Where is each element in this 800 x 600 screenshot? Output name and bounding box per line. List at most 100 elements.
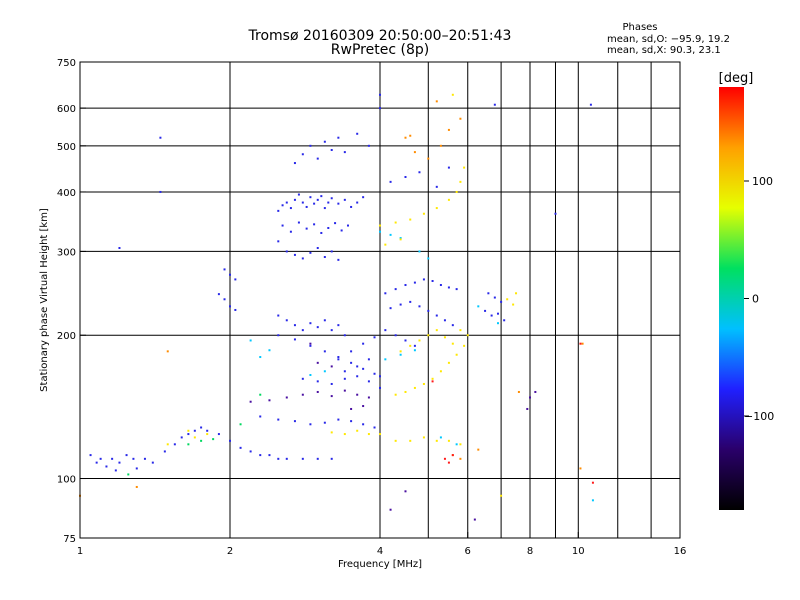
- data-point: [409, 439, 412, 442]
- data-point: [125, 454, 128, 457]
- data-point: [277, 457, 280, 460]
- data-point: [496, 312, 499, 315]
- data-point: [229, 273, 231, 276]
- data-point: [466, 334, 469, 337]
- data-point: [193, 436, 196, 439]
- data-point: [356, 375, 359, 378]
- data-point: [173, 443, 176, 446]
- y-tick-label: 75: [63, 534, 76, 545]
- data-point: [443, 319, 446, 322]
- y-tick-label: 300: [57, 247, 76, 258]
- data-point: [493, 296, 496, 299]
- data-point: [579, 342, 582, 345]
- data-point: [187, 429, 190, 432]
- data-point: [435, 329, 438, 332]
- data-point: [346, 224, 349, 227]
- data-point: [399, 353, 402, 356]
- data-point: [487, 292, 490, 295]
- data-point: [554, 212, 557, 215]
- x-tick-label: 1: [77, 546, 83, 557]
- data-point: [285, 250, 288, 253]
- data-point: [249, 450, 252, 453]
- data-point: [337, 356, 340, 359]
- data-point: [404, 284, 407, 287]
- data-point: [313, 223, 316, 226]
- data-point: [268, 454, 271, 457]
- data-point: [289, 207, 292, 210]
- data-point: [447, 361, 450, 364]
- data-point: [394, 288, 397, 291]
- data-point: [431, 377, 434, 380]
- data-point: [323, 350, 326, 353]
- data-point: [239, 423, 242, 426]
- data-point: [223, 298, 226, 301]
- data-point: [529, 396, 531, 399]
- data-point: [362, 367, 365, 370]
- data-point: [223, 268, 226, 271]
- data-point: [591, 499, 594, 502]
- data-point: [418, 250, 421, 253]
- data-point: [435, 314, 438, 317]
- data-point: [234, 308, 237, 311]
- data-point: [127, 473, 130, 476]
- data-point: [343, 198, 346, 201]
- data-point: [159, 190, 162, 193]
- data-point: [330, 395, 333, 398]
- data-point: [451, 324, 454, 327]
- data-point: [389, 180, 392, 183]
- data-point: [309, 374, 312, 377]
- data-point: [451, 93, 454, 96]
- data-point: [323, 207, 326, 210]
- phases-o-stats: mean, sd,O: −95.9, 19.2: [607, 34, 730, 45]
- data-point: [343, 433, 346, 436]
- data-point: [343, 151, 346, 154]
- data-point: [343, 334, 346, 337]
- data-point: [356, 201, 359, 204]
- data-point: [413, 386, 416, 389]
- x-tick-label: 16: [674, 546, 687, 557]
- data-point: [493, 103, 496, 106]
- data-point: [422, 436, 425, 439]
- data-point: [337, 358, 340, 361]
- data-point: [589, 103, 592, 106]
- data-point: [309, 423, 312, 426]
- data-point: [301, 377, 304, 380]
- y-tick-label: 750: [57, 58, 76, 69]
- data-point: [309, 144, 312, 147]
- data-point: [301, 201, 304, 204]
- data-point: [435, 207, 438, 210]
- data-point: [394, 393, 397, 396]
- data-point: [285, 201, 288, 204]
- data-point: [193, 429, 196, 432]
- data-point: [356, 132, 359, 135]
- data-point: [362, 405, 365, 408]
- data-point: [330, 148, 333, 151]
- data-point: [439, 144, 442, 147]
- data-point: [534, 390, 537, 393]
- data-point: [435, 439, 438, 442]
- data-point: [367, 396, 370, 399]
- data-point: [431, 280, 434, 283]
- data-point: [135, 485, 138, 488]
- data-point: [249, 339, 252, 342]
- data-point: [206, 429, 209, 432]
- data-point: [301, 457, 304, 460]
- data-point: [316, 457, 319, 460]
- data-point: [463, 344, 466, 347]
- data-point: [114, 469, 117, 472]
- data-point: [431, 380, 434, 383]
- colorbar-tick-label: −100: [744, 410, 774, 423]
- data-point: [379, 386, 381, 389]
- data-point: [293, 162, 296, 165]
- x-tick-label: 4: [377, 546, 383, 557]
- data-point: [439, 436, 442, 439]
- x-tick-label: 2: [227, 546, 233, 557]
- data-point: [337, 418, 340, 421]
- data-point: [581, 342, 584, 345]
- data-point: [435, 100, 438, 103]
- x-tick-label: 10: [572, 546, 585, 557]
- data-point: [334, 222, 337, 225]
- data-point: [316, 157, 319, 160]
- data-point: [111, 457, 114, 460]
- data-point: [451, 454, 454, 457]
